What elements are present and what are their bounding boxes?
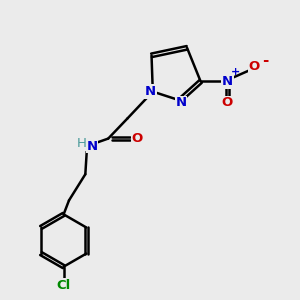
- Text: N: N: [222, 75, 233, 88]
- Text: +: +: [231, 67, 240, 77]
- Text: N: N: [176, 96, 187, 109]
- Text: O: O: [131, 132, 143, 145]
- Text: N: N: [145, 85, 156, 98]
- Text: -: -: [262, 52, 268, 68]
- Text: Cl: Cl: [56, 279, 71, 292]
- Text: O: O: [248, 60, 260, 73]
- Text: N: N: [87, 140, 98, 152]
- Text: H: H: [76, 137, 86, 150]
- Text: O: O: [222, 96, 233, 109]
